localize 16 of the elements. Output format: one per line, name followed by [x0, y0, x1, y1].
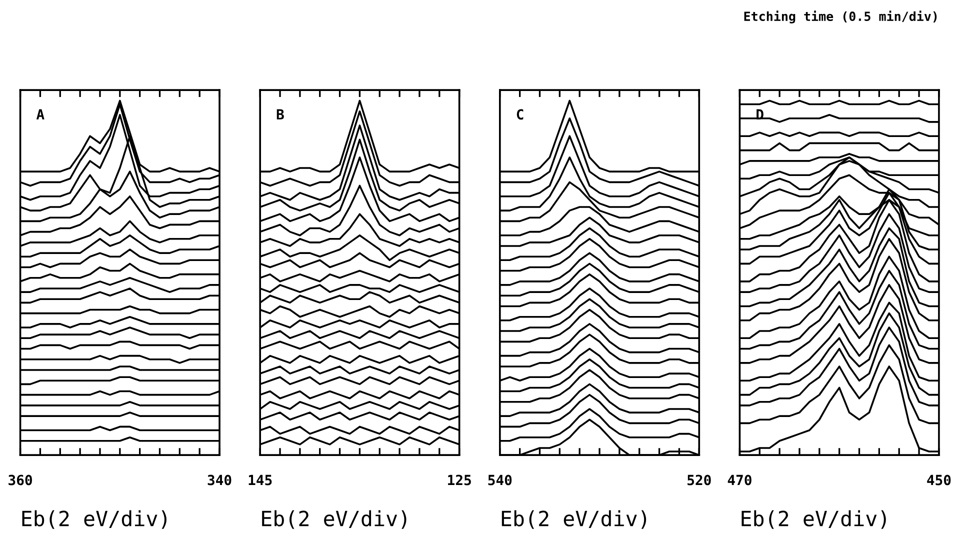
- x-tick-label: 340: [208, 474, 232, 486]
- x-axis-title: Eb(2 eV/div): [262, 510, 406, 529]
- x-tick-label: 125: [448, 474, 471, 486]
- x-tick-label: 540: [488, 474, 512, 486]
- x-tick-label: 360: [8, 474, 32, 486]
- x-axis-title: Eb(2 eV/div): [742, 510, 886, 529]
- x-tick-label: 450: [927, 474, 951, 486]
- annotation: C: [516, 109, 524, 120]
- x-tick-label: 520: [688, 474, 711, 486]
- x-axis-title: Eb(2 eV/div): [22, 510, 166, 529]
- x-tick-label: 470: [728, 474, 752, 486]
- x-axis-title: Eb(2 eV/div): [502, 510, 646, 529]
- annotation: A: [36, 109, 44, 120]
- text: Etching time (0.5 min/div): [744, 10, 937, 24]
- x-tick-label: 145: [248, 474, 272, 486]
- annotation: B: [276, 109, 284, 120]
